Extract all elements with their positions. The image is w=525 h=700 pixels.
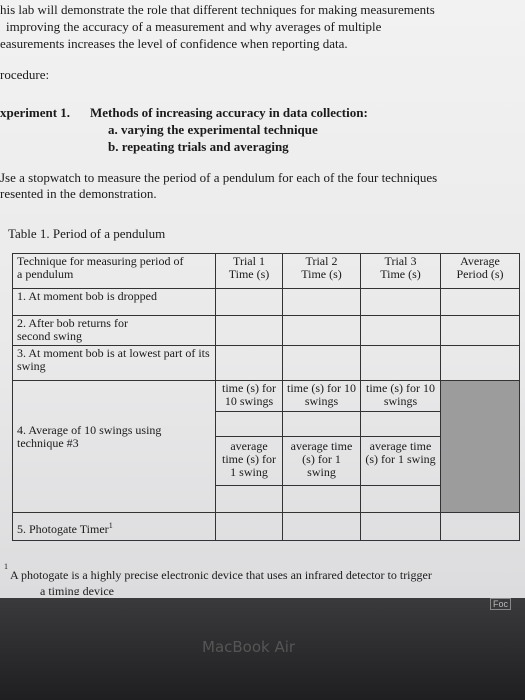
laptop-bezel: Foc MacBook Air: [0, 598, 525, 700]
header-cell: Trial 3 Time (s): [360, 253, 441, 289]
superscript: 1: [108, 521, 113, 530]
cell: [215, 315, 283, 346]
cell: [282, 411, 361, 437]
experiment-title: Methods of increasing accuracy in data c…: [90, 105, 368, 120]
cell: [360, 512, 441, 541]
instruction-line: Jse a stopwatch to measure the period of…: [0, 170, 438, 185]
procedure-heading: rocedure:: [0, 67, 50, 82]
row-text: 2. After bob returns for second swing: [17, 316, 128, 343]
table-caption: Table 1. Period of a pendulum: [8, 226, 166, 241]
footnote-line: A photogate is a highly precise electron…: [10, 568, 432, 582]
row-text: 4. Average of 10 swings using technique …: [17, 423, 162, 450]
footnote-line: a timing device: [40, 584, 114, 595]
cell: [282, 485, 361, 513]
instruction-line: resented in the demonstration.: [0, 186, 157, 201]
cell: [360, 315, 441, 346]
shaded-cell: [440, 380, 520, 513]
experiment-item: b. repeating trials and averaging: [108, 139, 289, 154]
sub-cell: average time (s) for 1 swing: [360, 436, 441, 486]
header-text: Trial 1 Time (s): [228, 254, 270, 281]
sub-cell: time (s) for 10 swings: [215, 380, 283, 412]
header-cell: Trial 1 Time (s): [215, 253, 283, 289]
cell: [440, 288, 520, 316]
cell: [282, 315, 361, 346]
footnote-marker: 1: [4, 562, 8, 571]
cell: [215, 512, 283, 541]
header-cell: Average Period (s): [440, 253, 520, 289]
cell: [215, 345, 283, 381]
experiment-label: xperiment 1.: [0, 105, 71, 120]
intro-line: his lab will demonstrate the role that d…: [0, 2, 435, 17]
cell: [440, 315, 520, 346]
cell: [360, 411, 441, 437]
header-cell: Trial 2 Time (s): [282, 253, 361, 289]
cell: [360, 345, 441, 381]
cell: [440, 512, 520, 541]
sub-cell: average time (s) for 1 swing: [282, 436, 361, 486]
experiment-item: a. varying the experimental technique: [108, 122, 318, 137]
intro-line: improving the accuracy of a measurement …: [6, 19, 382, 34]
cell: [282, 512, 361, 541]
sub-cell: time (s) for 10 swings: [360, 380, 441, 412]
cell: [440, 345, 520, 381]
sub-cell: time (s) for 10 swings: [282, 380, 361, 412]
row-label: 1. At moment bob is dropped: [12, 288, 216, 316]
header-text: Technique for measuring period of a pend…: [17, 254, 184, 281]
cell: [282, 345, 361, 381]
row-label: 5. Photogate Timer1: [12, 512, 216, 541]
document: his lab will demonstrate the role that d…: [0, 0, 525, 598]
header-text: Trial 3 Time (s): [380, 254, 421, 281]
cell: [215, 288, 283, 316]
row-text: 5. Photogate Timer: [17, 522, 109, 536]
row-label: 3. At moment bob is at lowest part of it…: [12, 345, 216, 381]
cell: [360, 288, 441, 316]
intro-line: easurements increases the level of confi…: [0, 36, 348, 51]
header-text: Trial 2 Time (s): [301, 254, 342, 281]
cell: [215, 485, 283, 513]
cell: [282, 288, 361, 316]
row-text: 3. At moment bob is at lowest part of it…: [17, 346, 210, 373]
screen-button[interactable]: Foc: [490, 598, 512, 610]
cell: [215, 411, 283, 437]
header-cell: Technique for measuring period of a pend…: [12, 253, 216, 289]
brand-label: MacBook Air: [202, 638, 296, 656]
sub-cell: average time (s) for 1 swing: [215, 436, 283, 486]
row-label: 4. Average of 10 swings using technique …: [12, 380, 216, 513]
row-label: 2. After bob returns for second swing: [12, 315, 216, 346]
cell: [360, 485, 441, 513]
header-text: Average Period (s): [456, 254, 504, 281]
